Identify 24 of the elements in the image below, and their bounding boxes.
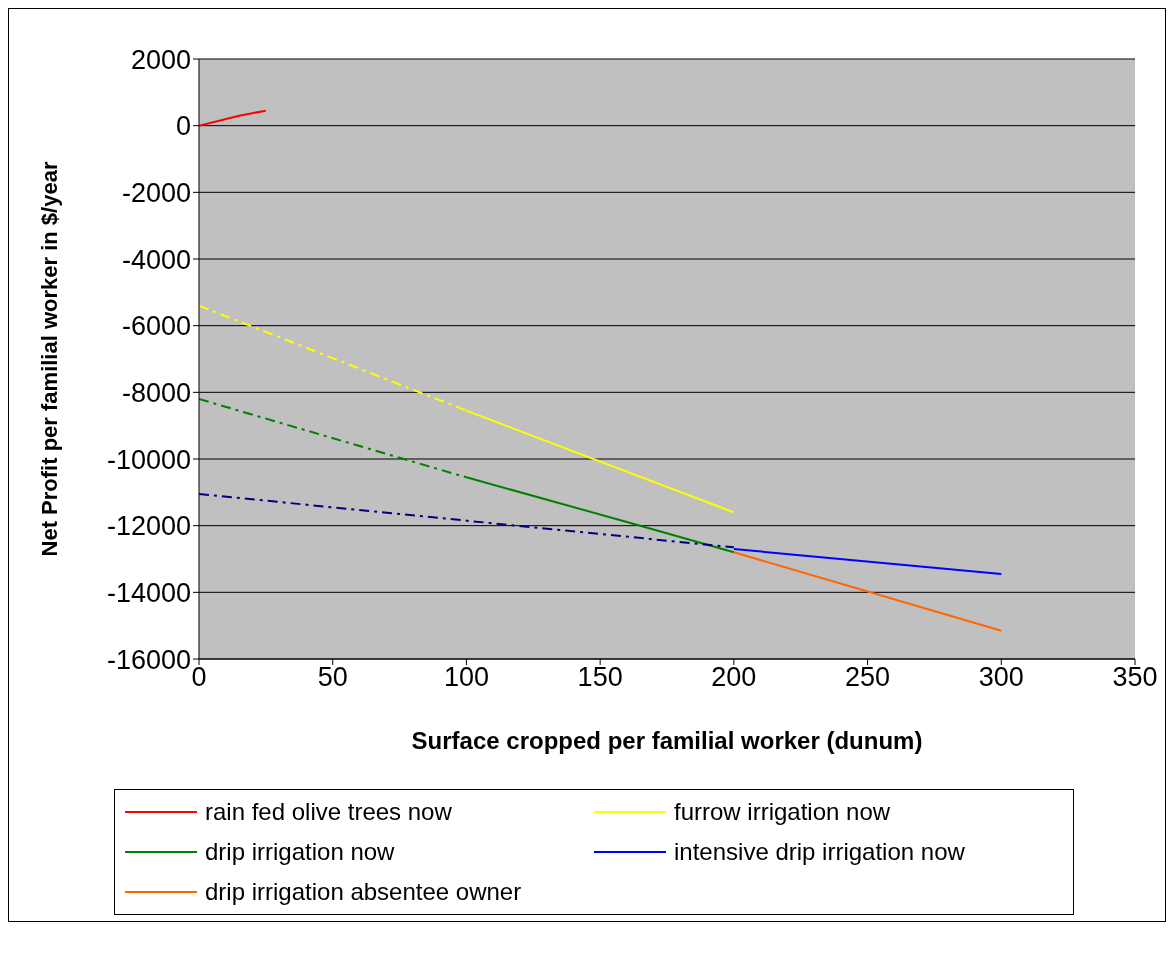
legend-label: drip irrigation absentee owner	[205, 878, 522, 906]
legend-label: intensive drip irrigation now	[674, 838, 965, 866]
legend-label: furrow irrigation now	[674, 798, 891, 826]
x-tick-label: 350	[1112, 662, 1158, 693]
x-tick-label: 300	[978, 662, 1024, 693]
y-tick-label: -10000	[106, 444, 191, 475]
x-tick-label: 200	[711, 662, 757, 693]
legend-label: rain fed olive trees now	[205, 798, 452, 826]
y-axis-title: Net Profit per familial worker in $/year	[36, 161, 62, 557]
y-tick-label: -8000	[121, 377, 191, 408]
x-axis-title: Surface cropped per familial worker (dunum)	[411, 727, 923, 754]
y-tick-label: 2000	[130, 44, 191, 75]
x-tick-label: 50	[317, 662, 348, 693]
y-tick-label: -4000	[121, 244, 191, 275]
x-tick-label: 100	[443, 662, 489, 693]
x-tick-label: 250	[845, 662, 891, 693]
x-tick-label: 150	[577, 662, 623, 693]
y-tick-label: -16000	[106, 644, 191, 675]
legend-label: drip irrigation now	[205, 838, 395, 866]
y-tick-label: -2000	[121, 177, 191, 208]
y-tick-label: -14000	[106, 577, 191, 608]
y-tick-label: 0	[175, 111, 191, 142]
y-tick-label: -12000	[106, 511, 191, 542]
y-tick-label: -6000	[121, 311, 191, 342]
